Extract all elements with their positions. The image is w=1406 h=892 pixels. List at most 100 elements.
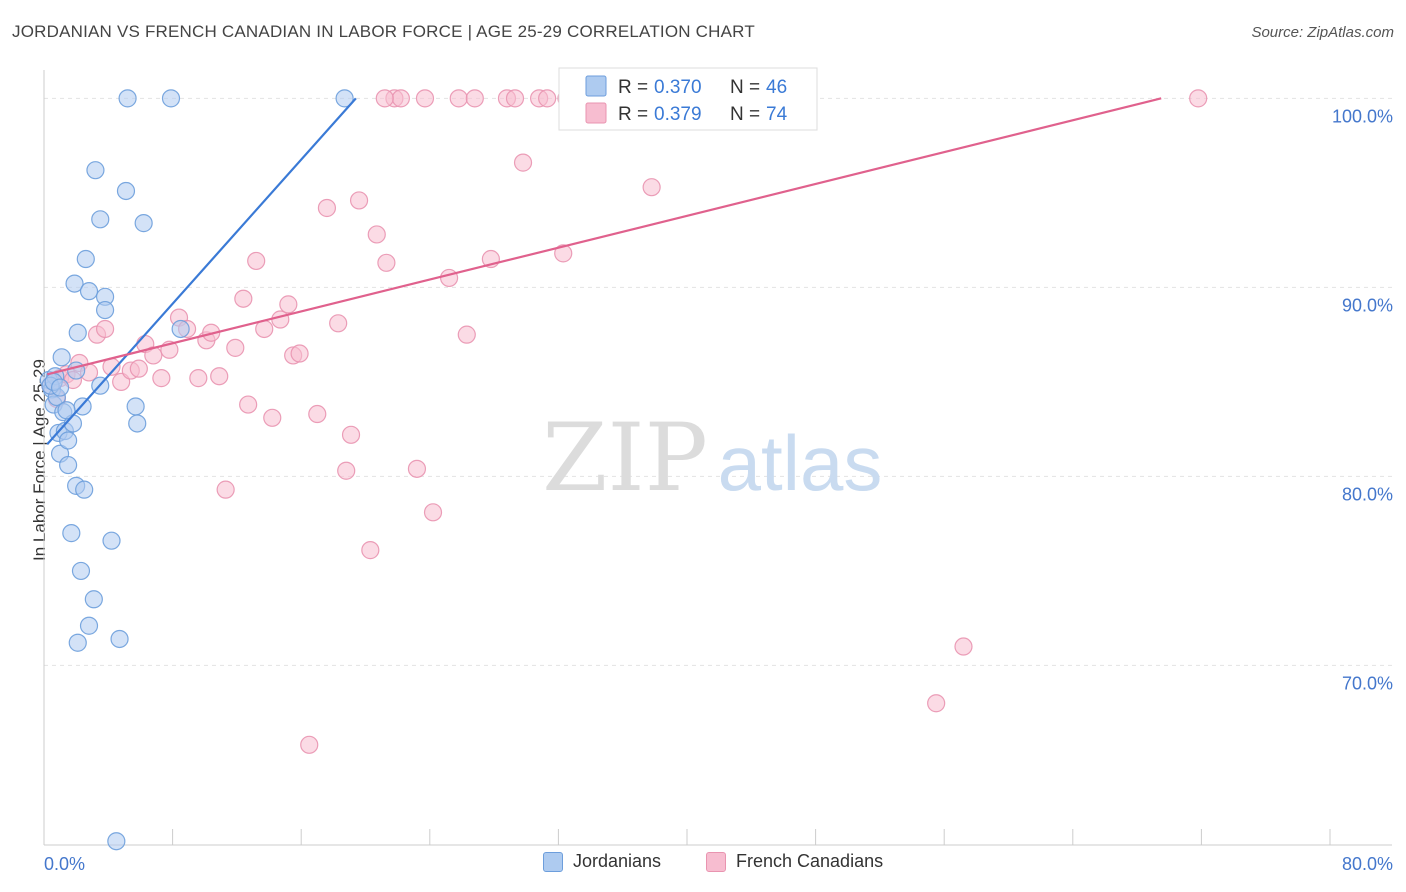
jordanian-point-19 — [71, 561, 91, 581]
jordanian-point-14 — [65, 274, 84, 293]
chart-title: JORDANIAN VS FRENCH CANADIAN IN LABOR FO… — [12, 22, 755, 41]
jordanian-point-31 — [102, 531, 121, 550]
french-canadian-point-47 — [407, 459, 427, 478]
jordanian-point-30 — [95, 300, 115, 320]
legend-item-jordanians[interactable]: Jordanians — [543, 851, 661, 872]
x-tick-labels: 0.0% 80.0% — [44, 854, 1393, 874]
french-canadian-point-67 — [927, 694, 946, 713]
jordanian-point-23 — [79, 616, 99, 635]
jordanian-point-41 — [335, 89, 354, 108]
french-canadian-point-56 — [505, 89, 525, 108]
watermark-atlas: atlas — [718, 419, 883, 507]
french-canadian-point-39 — [337, 461, 356, 480]
legend-item-french-canadians[interactable]: French Canadians — [706, 851, 883, 872]
y-tick-label-2: 80.0% — [1342, 484, 1393, 504]
french-canadian-point-60 — [554, 244, 573, 263]
jordanian-point-11 — [59, 431, 78, 450]
y-tick-label-1: 90.0% — [1342, 295, 1393, 315]
jordanian-point-17 — [68, 633, 87, 652]
watermark: ZIP atlas — [542, 404, 882, 513]
french-canadian-point-41 — [349, 191, 369, 210]
jordanian-point-38 — [134, 214, 153, 233]
jordanian-point-32 — [107, 832, 126, 851]
legend-n-label-jordanians: N = — [730, 77, 760, 98]
legend-n-value-french-canadians: 74 — [766, 104, 788, 125]
french-canadian-point-70 — [375, 89, 394, 108]
french-canadian-point-57 — [513, 153, 533, 172]
legend-swatch-jordanians-bottom — [543, 851, 563, 872]
french-canadian-point-32 — [279, 295, 298, 314]
french-canadian-point-51 — [449, 89, 468, 108]
legend-swatch-jordanians — [585, 75, 607, 97]
jordanian-point-33 — [110, 629, 129, 649]
legend-stats: R = 0.370 N = 46 R = 0.379 N = 74 — [558, 67, 818, 131]
series-french-canadians — [41, 89, 1208, 754]
x-tick-label-min: 0.0% — [44, 854, 85, 874]
french-canadian-point-24 — [216, 480, 235, 499]
jordanian-point-10 — [59, 455, 78, 475]
legend-r-label-jordanians: R = — [618, 77, 648, 98]
jordanian-point-45 — [57, 401, 76, 420]
french-canadian-point-13 — [129, 359, 148, 378]
french-canadian-point-46 — [391, 89, 410, 108]
legend-r-value-jordanians: 0.370 — [654, 77, 702, 98]
trend-line-jordanians — [46, 97, 357, 446]
jordanian-point-7 — [52, 348, 71, 367]
jordanian-point-18 — [68, 323, 87, 342]
jordanian-point-34 — [116, 181, 136, 201]
legend-n-value-jordanians: 46 — [766, 77, 787, 98]
legend-r-label-french-canadians: R = — [618, 104, 648, 125]
jordanian-point-22 — [76, 249, 95, 269]
french-canadian-point-50 — [439, 268, 459, 288]
series-jordanians — [39, 89, 354, 851]
french-canadian-point-52 — [457, 325, 476, 344]
y-tick-label-0: 100.0% — [1332, 106, 1393, 126]
french-canadian-point-26 — [234, 289, 253, 308]
french-canadian-point-42 — [361, 541, 380, 560]
french-canadian-point-9 — [95, 319, 115, 339]
legend-swatch-french-canadians — [585, 102, 607, 124]
french-canadian-point-37 — [317, 198, 337, 218]
french-canadian-point-44 — [377, 253, 396, 272]
french-canadian-point-35 — [300, 735, 319, 754]
trend-lines — [46, 97, 1162, 446]
french-canadian-point-48 — [415, 89, 435, 108]
legend-label-jordanians: Jordanians — [573, 851, 662, 871]
french-canadian-point-59 — [538, 89, 557, 108]
french-canadian-point-68 — [954, 637, 973, 656]
legend-r-value-french-canadians: 0.379 — [654, 104, 702, 125]
jordanian-point-37 — [128, 414, 147, 433]
french-canadian-point-16 — [152, 369, 171, 388]
jordanian-point-40 — [171, 319, 190, 339]
jordanian-point-44 — [50, 378, 70, 397]
french-canadian-point-36 — [308, 404, 327, 424]
jordanian-point-26 — [86, 161, 105, 180]
watermark-zip: ZIP — [542, 404, 708, 513]
x-tick-label-max: 80.0% — [1342, 854, 1393, 874]
french-canadian-point-27 — [239, 395, 258, 414]
french-canadian-point-31 — [271, 310, 290, 329]
y-tick-label-3: 70.0% — [1342, 673, 1393, 693]
french-canadian-point-40 — [341, 425, 361, 444]
french-canadian-point-53 — [465, 89, 484, 108]
french-canadian-point-20 — [189, 369, 208, 388]
french-canadian-point-25 — [226, 338, 245, 357]
legend-swatch-french-canadians-bottom — [706, 851, 726, 872]
jordanian-point-36 — [126, 397, 145, 416]
french-canadian-point-49 — [423, 503, 443, 522]
legend: Jordanians French Canadians — [0, 851, 1406, 877]
legend-label-french-canadians: French Canadians — [736, 851, 884, 871]
jordanian-point-39 — [161, 89, 181, 108]
french-canadian-point-63 — [642, 178, 661, 197]
french-canadian-point-38 — [329, 314, 348, 333]
french-canadian-point-69 — [1189, 89, 1208, 108]
french-canadian-point-30 — [263, 408, 282, 427]
gridlines — [44, 97, 1392, 666]
jordanian-point-21 — [75, 480, 94, 499]
jordanian-point-24 — [79, 282, 99, 301]
source-label: Source: ZipAtlas.com — [1251, 24, 1394, 41]
y-tick-labels: 100.0% 90.0% 80.0% 70.0% — [1332, 106, 1393, 693]
legend-n-label-french-canadians: N = — [730, 104, 760, 125]
jordanian-point-35 — [118, 89, 137, 108]
